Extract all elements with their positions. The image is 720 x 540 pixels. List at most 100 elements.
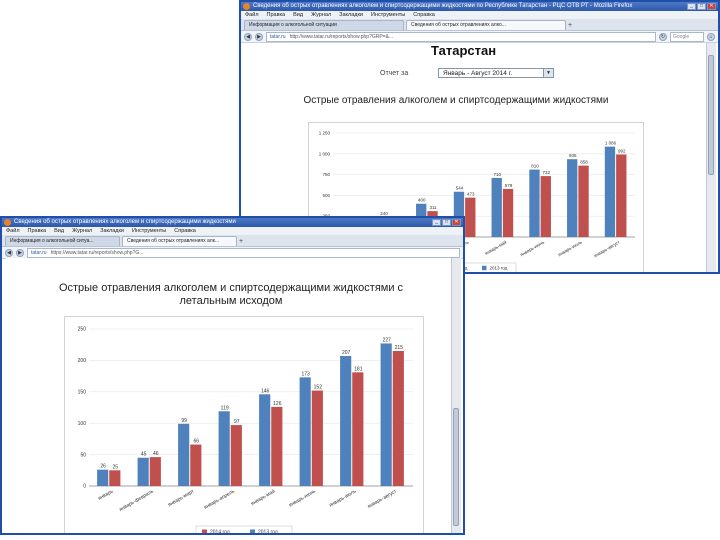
y-tick-label: 500 [322, 193, 330, 198]
menu-help[interactable]: Справка [174, 228, 196, 234]
bar [529, 169, 540, 237]
tab-poisoning-report[interactable]: Сведения об острых отравлениях алко... [406, 20, 566, 30]
y-tick-label: 100 [78, 421, 87, 427]
x-tick-label: январь-июль [328, 488, 357, 508]
maximize-button[interactable]: □ [442, 219, 451, 226]
data-label: 227 [383, 337, 392, 343]
region-heading: Татарстан [431, 43, 497, 58]
scrollbar-thumb[interactable] [708, 55, 714, 175]
scrollbar-thumb[interactable] [453, 408, 459, 526]
tab-alcohol-info[interactable]: Информация о алкогольной ситуа... [5, 236, 120, 246]
data-label: 215 [395, 345, 404, 351]
bar [578, 165, 589, 237]
tab-alcohol-info[interactable]: Информация о алкогольной ситуации [244, 20, 404, 30]
data-label: 544 [456, 186, 464, 191]
data-label: 66 [194, 439, 200, 445]
home-icon[interactable]: ⌂ [707, 32, 715, 41]
browser-window-front[interactable]: Сведения об острых отравлениях алкоголем… [0, 216, 465, 535]
data-label: 810 [531, 164, 539, 169]
minimize-button[interactable]: _ [687, 3, 696, 10]
new-tab-button[interactable]: + [239, 238, 244, 245]
x-tick-label: январь-май [483, 238, 507, 256]
menu-view[interactable]: Вид [54, 228, 65, 234]
close-button[interactable]: ✕ [707, 3, 716, 10]
data-label: 181 [354, 366, 363, 372]
chevron-down-icon[interactable]: ▼ [543, 69, 553, 77]
bar [271, 406, 283, 486]
forward-arrow-icon[interactable]: ▶ [16, 248, 24, 257]
bar [137, 457, 149, 486]
menu-edit[interactable]: Правка [27, 228, 47, 234]
bar [97, 469, 109, 486]
data-label: 97 [234, 419, 240, 425]
menu-tools[interactable]: Инструменты [370, 12, 406, 18]
site-identity: tatar.ru [270, 33, 286, 40]
data-label: 732 [543, 170, 551, 175]
data-label: 99 [181, 418, 187, 424]
firefox-icon [243, 3, 250, 10]
x-tick-label: январь-май [249, 488, 276, 508]
menu-view[interactable]: Вид [293, 12, 304, 18]
address-bar[interactable]: tatar.ru https://www.tatar.ru/reports/sho… [27, 247, 460, 258]
legend-box [195, 525, 293, 533]
search-input[interactable]: Google [670, 31, 704, 42]
menu-bookmarks[interactable]: Закладки [100, 228, 124, 234]
menu-file[interactable]: Файл [6, 228, 20, 234]
data-label: 25 [113, 464, 119, 470]
bar [259, 394, 271, 486]
menu-file[interactable]: Файл [245, 12, 259, 18]
new-tab-button[interactable]: + [568, 22, 573, 29]
data-label: 400 [418, 198, 426, 203]
period-label: Отчет за [380, 70, 409, 77]
page-content: Острые отравления алкоголем и спиртсодер… [6, 258, 452, 533]
vertical-scrollbar[interactable] [706, 43, 716, 272]
url-text: http://www.tatar.ru/reports/show.php?GRP… [289, 33, 394, 40]
address-bar[interactable]: tatar.ru http://www.tatar.ru/reports/show… [266, 31, 656, 42]
menu-history[interactable]: Журнал [72, 228, 93, 234]
bar [380, 343, 392, 486]
data-label: 935 [569, 153, 577, 158]
site-identity: tatar.ru [31, 249, 47, 256]
minimize-button[interactable]: _ [432, 219, 441, 226]
data-label: 26 [100, 464, 106, 470]
close-button[interactable]: ✕ [452, 219, 461, 226]
back-arrow-icon[interactable]: ◀ [244, 32, 252, 41]
y-tick-label: 200 [78, 358, 87, 364]
legend-swatch [250, 529, 255, 533]
data-label: 46 [153, 451, 159, 457]
back-arrow-icon[interactable]: ◀ [5, 248, 13, 257]
menu-help[interactable]: Справка [413, 12, 435, 18]
data-label: 992 [618, 148, 626, 153]
x-tick-label: январь-август [367, 488, 399, 510]
tab-poisoning-report[interactable]: Сведения об острых отравлениях алк... [122, 236, 237, 246]
y-tick-label: 250 [78, 327, 87, 333]
menu-bookmarks[interactable]: Закладки [339, 12, 363, 18]
reload-icon[interactable]: ↻ [659, 32, 667, 41]
legend-swatch [202, 529, 207, 533]
y-tick-label: 150 [78, 389, 87, 395]
forward-arrow-icon[interactable]: ▶ [255, 32, 263, 41]
y-tick-label: 1 000 [319, 151, 331, 156]
data-label: 240 [380, 211, 388, 216]
data-label: 207 [342, 350, 351, 356]
url-text: https://www.tatar.ru/reports/show.php?G.… [50, 249, 144, 256]
period-select[interactable]: Январь - Август 2014 г. ▼ [438, 68, 554, 78]
maximize-button[interactable]: □ [697, 3, 706, 10]
bar [465, 197, 476, 237]
period-value: Январь - Август 2014 г. [443, 70, 513, 77]
menu-edit[interactable]: Правка [266, 12, 286, 18]
chart-lethal-poisonings-svg: 0 50 100 150 200 250 26 25 январь 45 46 январь-февр… [78, 327, 413, 533]
bar [218, 411, 230, 486]
menu-tools[interactable]: Инструменты [131, 228, 167, 234]
legend-swatch [482, 265, 487, 271]
data-label: 119 [221, 405, 229, 411]
data-label: 473 [467, 192, 475, 197]
x-tick-label: январь-апрель [203, 488, 236, 511]
data-label: 311 [429, 205, 437, 210]
bar [299, 377, 311, 486]
x-tick-label: январь-февраль [118, 488, 155, 513]
data-label: 710 [493, 172, 501, 177]
menu-history[interactable]: Журнал [311, 12, 332, 18]
navigation-bar: ◀ ▶ tatar.ru http://www.tatar.ru/reports/… [241, 31, 718, 43]
vertical-scrollbar[interactable] [451, 258, 461, 533]
